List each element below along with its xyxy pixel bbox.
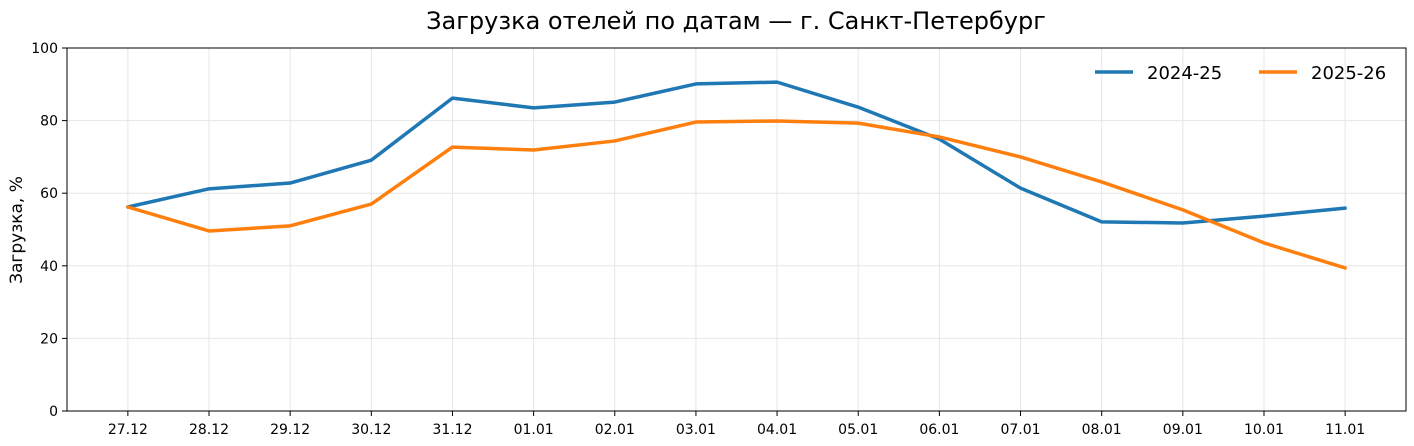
x-tick-label: 09.01 [1163,422,1203,438]
x-tick-label: 10.01 [1244,422,1284,438]
chart-title: Загрузка отелей по датам — г. Санкт-Пете… [426,7,1046,35]
y-tick-label: 40 [40,259,58,275]
y-tick-label: 20 [40,331,58,347]
plot-frame [67,48,1406,411]
ticks: 27.12 28.12 29.12 30.12 31.12 01.01 02.01 03.01… [31,41,1365,438]
legend-label: 2025-26 [1311,63,1386,84]
y-tick-label: 0 [49,404,58,420]
y-axis-label: Загрузка, % [7,176,27,284]
x-tick-label: 03.01 [676,422,716,438]
x-tick-label: 29.12 [270,422,310,438]
y-tick-label: 100 [31,41,58,57]
x-tick-label: 05.01 [838,422,878,438]
x-tick-label: 01.01 [514,422,554,438]
x-tick-label: 30.12 [351,422,391,438]
y-tick-label: 80 [40,114,58,130]
series-group [128,82,1345,268]
y-tick-label: 60 [40,186,58,202]
x-tick-label: 08.01 [1082,422,1122,438]
x-tick-label: 28.12 [189,422,229,438]
series-line-2025-26 [128,121,1345,268]
legend-label: 2024-25 [1147,63,1222,84]
x-tick-label: 31.12 [432,422,472,438]
x-tick-label: 04.01 [757,422,797,438]
x-tick-label: 07.01 [1000,422,1040,438]
grid [67,48,1406,411]
x-tick-label: 11.01 [1325,422,1365,438]
x-tick-label: 06.01 [919,422,959,438]
x-tick-label: 27.12 [108,422,148,438]
legend: 2024-25 2025-26 [1095,63,1386,84]
x-tick-label: 02.01 [595,422,635,438]
